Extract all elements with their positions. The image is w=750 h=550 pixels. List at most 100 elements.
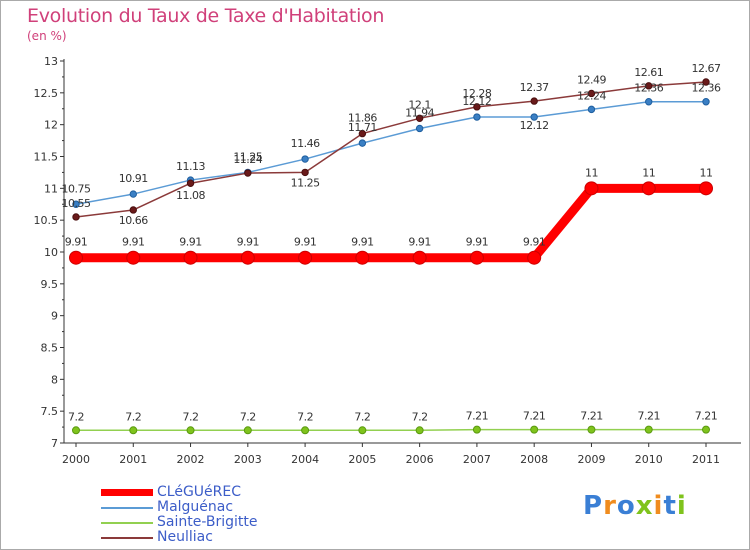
data-label: 11.08: [176, 189, 205, 202]
x-tick-label: 2004: [291, 453, 319, 466]
x-tick-label: 2001: [119, 453, 147, 466]
y-tick-label: 8: [51, 373, 58, 386]
data-label: 10.75: [62, 182, 91, 195]
data-label: 12.36: [692, 82, 721, 95]
x-tick-label: 2010: [635, 453, 663, 466]
logo-letter: o: [616, 491, 636, 521]
data-label: 12.37: [520, 81, 549, 94]
x-tick-label: 2011: [692, 453, 720, 466]
data-label: 7.2: [297, 410, 313, 423]
data-point: [186, 426, 195, 435]
logo-letter: P: [583, 491, 604, 521]
series-line: [71, 183, 711, 263]
data-point: [702, 425, 710, 434]
data-point: [530, 97, 538, 105]
data-label: 7.21: [466, 410, 489, 423]
data-point: [587, 105, 596, 114]
data-point: [244, 169, 252, 177]
data-point: [129, 426, 138, 435]
data-point: [587, 89, 596, 98]
data-label: 11.25: [233, 150, 262, 163]
data-point: [641, 181, 656, 196]
x-tick-label: 2006: [406, 453, 434, 466]
data-point: [415, 124, 424, 133]
data-label: 7.21: [695, 410, 718, 423]
data-label: 10.55: [62, 197, 91, 210]
data-label: 11.24: [233, 153, 262, 166]
y-tick-label: 13: [44, 55, 58, 68]
x-tick-label: 2009: [577, 453, 605, 466]
data-label: 11: [585, 166, 598, 179]
data-label: 7.21: [637, 410, 660, 423]
data-label: 7.2: [412, 410, 428, 423]
y-tick-label: 9.5: [41, 278, 59, 291]
data-point: [645, 82, 653, 90]
data-label: 12.61: [634, 66, 663, 79]
legend-swatch-sainte-brigitte: [101, 522, 153, 524]
y-tick-label: 11: [44, 182, 58, 195]
data-label: 12.67: [692, 62, 721, 75]
y-tick-label: 11.5: [34, 151, 59, 164]
y-tick-label: 7.5: [41, 405, 59, 418]
data-point: [530, 113, 538, 121]
data-point: [358, 129, 367, 138]
data-point: [358, 426, 367, 435]
data-label: 9.91: [122, 236, 145, 249]
x-tick-label: 2002: [177, 453, 205, 466]
data-label: 9.91: [466, 236, 489, 249]
data-label: 7.2: [68, 410, 84, 423]
data-point: [527, 250, 542, 265]
data-label: 11.71: [348, 121, 377, 134]
data-point: [644, 425, 653, 434]
data-label: 12.36: [634, 82, 663, 95]
legend-label-clegerec: CLéGUéREC: [157, 484, 241, 500]
data-point: [358, 139, 367, 147]
logo-letter: t: [663, 491, 677, 521]
data-point: [69, 250, 83, 265]
logo-letter: i: [676, 491, 687, 521]
legend-swatch-clegerec: [101, 489, 153, 496]
series-line: [75, 100, 707, 205]
data-point: [301, 426, 310, 435]
y-tick-label: 8.5: [41, 342, 59, 355]
data-label: 10.66: [119, 214, 148, 227]
y-tick-label: 7: [51, 437, 58, 450]
y-tick-label: 10: [44, 246, 58, 259]
data-point: [702, 98, 710, 106]
logo-letter: i: [653, 491, 664, 521]
data-point: [301, 168, 309, 177]
data-label: 11: [642, 166, 655, 179]
data-point: [472, 425, 481, 434]
y-tick-label: 9: [51, 310, 58, 323]
data-point: [240, 250, 255, 265]
data-point: [129, 206, 137, 214]
data-point: [301, 155, 309, 163]
data-point: [415, 426, 424, 435]
proxiti-logo: Proxiti: [583, 491, 687, 521]
data-label: 12.24: [577, 89, 606, 102]
legend-label-malguenac: Malguénac: [157, 499, 234, 515]
data-label: 9.91: [523, 236, 546, 249]
data-label: 7.2: [354, 410, 370, 423]
legend-swatch-malguenac: [101, 507, 153, 509]
data-label: 7.2: [125, 410, 141, 423]
data-label: 9.91: [294, 236, 317, 249]
data-label: 12.12: [462, 95, 491, 108]
data-point: [587, 425, 596, 434]
data-label: 12.12: [520, 119, 549, 132]
x-tick-label: 2003: [234, 453, 262, 466]
logo-letter: x: [635, 491, 654, 521]
data-label: 7.21: [580, 410, 603, 423]
data-label: 10.91: [119, 172, 148, 185]
x-tick-label: 2000: [62, 453, 90, 466]
data-point: [126, 250, 141, 265]
data-label: 7.2: [240, 410, 256, 423]
data-label: 7.21: [523, 410, 546, 423]
data-label: 9.91: [179, 236, 202, 249]
data-point: [186, 179, 195, 187]
data-label: 11.86: [348, 112, 377, 125]
data-label: 9.91: [237, 236, 260, 249]
data-point: [129, 190, 137, 198]
data-point: [584, 181, 599, 196]
